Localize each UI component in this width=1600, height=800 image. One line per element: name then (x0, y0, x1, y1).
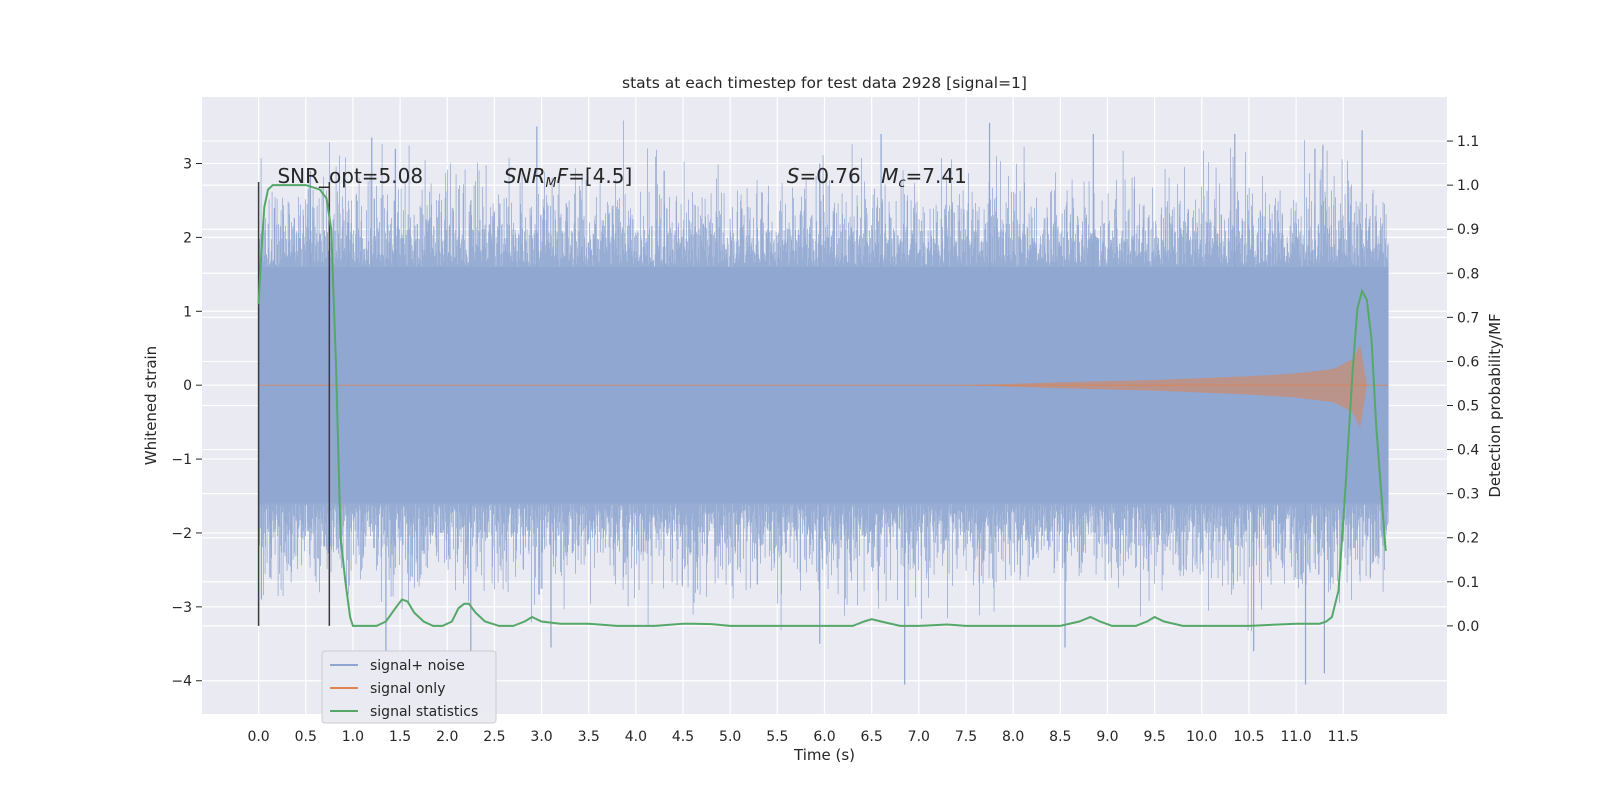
x-tick-label: 11.0 (1281, 729, 1312, 745)
statistics-line (257, 184, 1387, 627)
legend-label: signal+ noise (370, 658, 465, 674)
annotation-snr-mf: SNRMF=[4.5] (504, 164, 632, 191)
x-tick-label: 3.0 (530, 729, 552, 745)
y-tick-label: −4 (171, 674, 192, 690)
x-axis-ticks: 0.0 0.5 1.0 1.5 2.0 2.5 3.0 3.5 4.0 4.5 5.0 5.5 6.0 6… (247, 729, 1358, 745)
y-tick-label: −1 (171, 452, 192, 468)
y-right-tick-label: 1.0 (1457, 178, 1479, 194)
legend-label: signal only (370, 681, 445, 697)
y-right-axis-label: Detection probability/MF (1486, 313, 1504, 497)
x-tick-label: 4.0 (625, 729, 647, 745)
y-tick-label: −2 (171, 526, 192, 542)
y-right-tick-label: 0.8 (1457, 266, 1479, 282)
y-right-axis-ticks: 1.1 1.0 0.9 0.8 0.7 0.6 0.5 0.4 0.3 0.2 0.1 0.0 (1447, 134, 1479, 635)
x-tick-label: 8.0 (1002, 729, 1024, 745)
y-tick-label: 2 (183, 230, 192, 246)
x-tick-label: 10.0 (1186, 729, 1217, 745)
x-tick-label: 6.5 (861, 729, 883, 745)
y-right-tick-label: 0.3 (1457, 487, 1479, 503)
x-tick-label: 5.5 (766, 729, 788, 745)
y-tick-label: −3 (171, 600, 192, 616)
y-tick-label: 3 (183, 157, 192, 173)
legend-box (321, 650, 497, 724)
chart-title: stats at each timestep for test data 292… (622, 74, 1027, 92)
x-axis-label: Time (s) (793, 746, 855, 764)
x-tick-label: 2.0 (436, 729, 458, 745)
legend: signal+ noise signal only signal statistic… (321, 650, 497, 724)
signal-envelope (258, 344, 1367, 428)
y-right-tick-label: 1.1 (1457, 134, 1479, 150)
x-tick-label: 9.5 (1143, 729, 1165, 745)
series-signal-only (258, 344, 1389, 428)
y-right-tick-label: 0.6 (1457, 354, 1479, 370)
x-tick-label: 3.5 (578, 729, 600, 745)
y-right-tick-label: 0.9 (1457, 222, 1479, 238)
x-tick-label: 1.0 (342, 729, 364, 745)
x-tick-label: 7.0 (908, 729, 930, 745)
y-right-tick-label: 0.0 (1457, 619, 1479, 635)
x-tick-label: 6.0 (813, 729, 835, 745)
y-tick-label: 0 (183, 378, 192, 394)
x-tick-label: 0.5 (295, 729, 317, 745)
annotations: SNR_opt=5.08 SNRMF=[4.5] S=0.76 Mc=7.41 (277, 164, 966, 191)
y-right-tick-label: 0.7 (1457, 310, 1479, 326)
annotation-snr-opt: SNR_opt=5.08 (277, 164, 423, 188)
legend-label: signal statistics (370, 704, 478, 720)
vertical-markers (257, 181, 331, 626)
x-tick-label: 8.5 (1049, 729, 1071, 745)
x-tick-label: 9.0 (1096, 729, 1118, 745)
annotation-mc: Mc=7.41 (881, 164, 967, 191)
y-right-tick-label: 0.4 (1457, 443, 1479, 459)
y-right-tick-label: 0.1 (1457, 575, 1479, 591)
x-tick-label: 10.5 (1233, 729, 1264, 745)
x-tick-label: 1.5 (389, 729, 411, 745)
y-axis-ticks: 3 2 1 0 −1 −2 −3 −4 (171, 157, 202, 690)
x-tick-label: 0.0 (247, 729, 269, 745)
x-tick-label: 4.5 (672, 729, 694, 745)
x-tick-label: 7.5 (955, 729, 977, 745)
series-signal-statistics (257, 184, 1387, 627)
y-tick-label: 1 (183, 304, 192, 320)
annotation-s: S=0.76 (787, 164, 861, 188)
x-tick-label: 5.0 (719, 729, 741, 745)
y-axis-label: Whitened strain (142, 346, 160, 465)
y-right-tick-label: 0.2 (1457, 531, 1479, 547)
x-tick-label: 11.5 (1328, 729, 1359, 745)
y-right-tick-label: 0.5 (1457, 399, 1479, 415)
x-tick-label: 2.5 (483, 729, 505, 745)
